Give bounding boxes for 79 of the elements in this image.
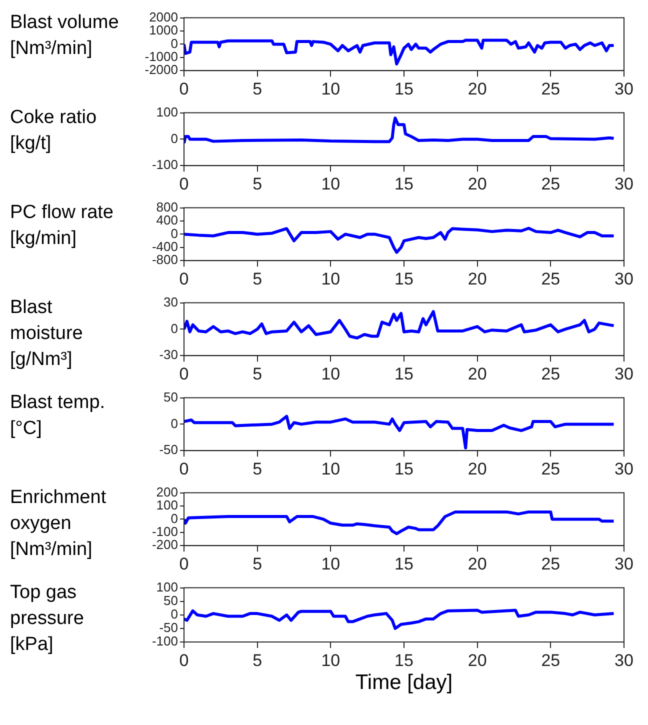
y-tick-label: -200 [152, 537, 178, 552]
y-tick-label: 400 [156, 212, 178, 228]
y-tick-label: -400 [152, 238, 178, 254]
x-tick-label: 10 [321, 459, 340, 478]
x-tick-label: 15 [394, 174, 414, 194]
x-tick-label: 25 [541, 269, 560, 288]
x-tick-label: 15 [394, 269, 414, 288]
y-axis-title: Top gas pressure [kPa] [9, 581, 85, 657]
y-tick-label: 2000 [149, 9, 178, 24]
x-tick-label: 20 [468, 650, 487, 670]
y-axis-title: Coke ratio [kg/t] [9, 106, 98, 156]
x-tick-label: 20 [468, 364, 487, 384]
y-axis-title: Blast temp. [°C] [9, 391, 106, 441]
x-tick-label: 30 [614, 459, 634, 478]
x-tick-label: 25 [541, 459, 560, 478]
x-tick-label: 10 [321, 650, 340, 670]
x-tick-label: 15 [394, 554, 414, 574]
x-tick-label: 5 [252, 364, 262, 384]
x-tick-label: 20 [468, 554, 487, 574]
y-axis-title: PC flow rate [kg/min] [9, 201, 114, 251]
x-tick-label: 25 [541, 554, 560, 574]
y-tick-label: -100 [152, 634, 178, 649]
y-axis-title: Blast volume [Nm³/min] [9, 11, 120, 61]
y-tick-label: -50 [159, 620, 178, 636]
y-tick-label: 800 [156, 199, 178, 214]
x-tick-label: 15 [394, 79, 414, 98]
x-tick-label: 30 [614, 79, 634, 98]
y-tick-label: -2000 [144, 62, 178, 78]
y-tick-label: 200 [156, 484, 178, 500]
x-tick-label: 30 [614, 364, 634, 384]
x-tick-label: 15 [394, 650, 414, 670]
y-tick-label: 30 [164, 294, 178, 310]
y-tick-label: 50 [164, 592, 178, 608]
x-tick-label: 20 [468, 269, 487, 288]
x-tick-label: 25 [541, 364, 560, 384]
x-tick-label: 25 [541, 650, 560, 670]
y-axis-title: Blast moisture [g/Nm³] [9, 296, 84, 372]
x-tick-label: 5 [252, 650, 262, 670]
x-tick-label: 15 [394, 364, 414, 384]
x-tick-label: 25 [541, 79, 560, 98]
x-tick-label: 10 [321, 554, 340, 574]
y-tick-label: 100 [156, 104, 178, 120]
y-tick-label: 0 [170, 130, 178, 146]
x-tick-label: 15 [394, 459, 414, 478]
x-tick-label: 20 [468, 79, 487, 98]
y-tick-label: 50 [164, 389, 178, 404]
y-tick-label: 100 [156, 579, 178, 594]
x-tick-label: 10 [321, 174, 340, 194]
y-tick-label: -30 [159, 347, 178, 362]
x-tick-label: 30 [614, 269, 634, 288]
y-tick-label: -100 [152, 157, 178, 172]
y-tick-label: 0 [170, 416, 178, 431]
x-tick-label: 20 [468, 174, 487, 194]
x-tick-label: 5 [252, 174, 262, 194]
x-tick-label: 5 [252, 459, 262, 478]
y-tick-label: 0 [170, 226, 178, 241]
y-tick-label: -1000 [144, 48, 178, 64]
y-axis-title: Enrichment oxygen [Nm³/min] [9, 486, 108, 562]
x-tick-label: 30 [614, 650, 634, 670]
x-tick-label: 20 [468, 459, 487, 478]
x-axis-title: Time [day] [355, 671, 453, 694]
y-tick-label: -50 [159, 442, 178, 458]
y-tick-label: 1000 [149, 22, 178, 38]
x-tick-label: 10 [321, 269, 340, 288]
y-tick-label: 0 [170, 606, 178, 622]
x-tick-label: 5 [252, 79, 262, 98]
y-tick-label: 0 [170, 320, 178, 336]
x-tick-label: 30 [614, 554, 634, 574]
y-tick-label: -100 [152, 524, 178, 539]
x-tick-label: 10 [321, 364, 340, 384]
x-tick-label: 30 [614, 174, 634, 194]
x-tick-label: 5 [252, 269, 262, 288]
y-tick-label: 0 [170, 36, 178, 51]
x-tick-label: 5 [252, 554, 262, 574]
y-tick-label: -800 [152, 252, 178, 268]
x-tick-label: 25 [541, 174, 560, 194]
y-tick-label: 0 [170, 510, 178, 526]
y-tick-label: 100 [156, 498, 178, 513]
x-tick-label: 10 [321, 79, 340, 98]
